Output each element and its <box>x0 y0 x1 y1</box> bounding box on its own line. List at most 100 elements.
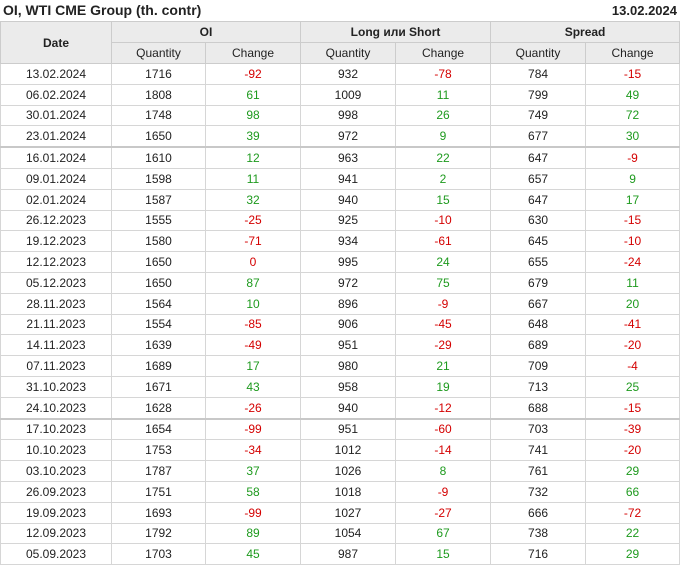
cell-spread-quantity: 655 <box>490 251 587 273</box>
cell-date: 30.01.2024 <box>0 104 112 127</box>
cell-oi-change: 0 <box>204 251 302 273</box>
cell-long-short-quantity: 1009 <box>300 83 397 106</box>
cell-spread-change: 9 <box>585 167 680 190</box>
table-row: 10.10.2023 1753 -34 1012 -14 741 -20 <box>0 439 680 462</box>
cell-spread-quantity: 738 <box>490 522 587 545</box>
cell-long-short-change: -78 <box>395 63 492 85</box>
cell-long-short-change: 8 <box>395 460 492 482</box>
cell-long-short-quantity: 925 <box>300 209 397 232</box>
header-quantity: Quantity <box>111 42 206 64</box>
cell-date: 28.11.2023 <box>0 292 112 315</box>
cell-long-short-quantity: 1026 <box>300 460 397 482</box>
cell-oi-quantity: 1751 <box>111 480 206 503</box>
cell-oi-quantity: 1580 <box>111 230 206 253</box>
cell-oi-quantity: 1598 <box>111 167 206 190</box>
cell-long-short-change: 2 <box>395 167 492 190</box>
cell-spread-change: 66 <box>585 480 680 503</box>
cell-oi-change: -26 <box>204 396 302 420</box>
cell-oi-change: 45 <box>204 543 302 566</box>
header-spread: Spread <box>490 21 680 43</box>
cell-date: 05.12.2023 <box>0 271 112 294</box>
cell-spread-quantity: 657 <box>490 167 587 190</box>
cell-date: 02.01.2024 <box>0 188 112 211</box>
cell-spread-change: 29 <box>585 543 680 566</box>
cell-long-short-quantity: 1027 <box>300 501 397 524</box>
cell-oi-quantity: 1555 <box>111 209 206 232</box>
cell-spread-quantity: 732 <box>490 480 587 503</box>
cell-long-short-quantity: 987 <box>300 543 397 566</box>
cell-long-short-change: 75 <box>395 271 492 294</box>
table-row: 06.02.2024 1808 61 1009 11 799 49 <box>0 83 680 106</box>
table-row: 24.10.2023 1628 -26 940 -12 688 -15 <box>0 396 680 420</box>
cell-oi-quantity: 1716 <box>111 63 206 85</box>
cell-oi-quantity: 1792 <box>111 522 206 545</box>
cell-oi-quantity: 1654 <box>111 417 206 441</box>
cell-date: 12.12.2023 <box>0 251 112 273</box>
table-row: 13.02.2024 1716 -92 932 -78 784 -15 <box>0 63 680 85</box>
cell-spread-change: -15 <box>585 63 680 85</box>
header-change: Change <box>585 42 680 64</box>
table-row: 09.01.2024 1598 11 941 2 657 9 <box>0 167 680 190</box>
cell-oi-change: 10 <box>204 292 302 315</box>
table-row: 21.11.2023 1554 -85 906 -45 648 -41 <box>0 313 680 336</box>
cell-spread-quantity: 716 <box>490 543 587 566</box>
cell-spread-quantity: 645 <box>490 230 587 253</box>
cell-long-short-change: -61 <box>395 230 492 253</box>
cell-oi-quantity: 1587 <box>111 188 206 211</box>
cell-long-short-quantity: 998 <box>300 104 397 127</box>
cell-date: 16.01.2024 <box>0 146 112 169</box>
cell-long-short-change: 24 <box>395 251 492 273</box>
cell-oi-change: 98 <box>204 104 302 127</box>
cell-long-short-quantity: 951 <box>300 334 397 357</box>
cell-oi-change: -71 <box>204 230 302 253</box>
cell-date: 14.11.2023 <box>0 334 112 357</box>
cell-spread-quantity: 749 <box>490 104 587 127</box>
cell-oi-change: 11 <box>204 167 302 190</box>
cell-long-short-change: -45 <box>395 313 492 336</box>
cell-oi-change: 61 <box>204 83 302 106</box>
cell-oi-change: 17 <box>204 355 302 377</box>
cell-long-short-change: 9 <box>395 125 492 148</box>
header-date: Date <box>0 21 112 64</box>
cell-spread-quantity: 761 <box>490 460 587 482</box>
cell-spread-quantity: 741 <box>490 439 587 462</box>
cell-long-short-quantity: 980 <box>300 355 397 377</box>
cell-spread-change: -9 <box>585 146 680 169</box>
cell-spread-change: -20 <box>585 334 680 357</box>
cell-oi-quantity: 1671 <box>111 375 206 398</box>
table-row: 26.12.2023 1555 -25 925 -10 630 -15 <box>0 209 680 232</box>
cell-date: 12.09.2023 <box>0 522 112 545</box>
cell-spread-change: -24 <box>585 251 680 273</box>
cell-spread-quantity: 666 <box>490 501 587 524</box>
cell-spread-change: -72 <box>585 501 680 524</box>
table-row: 19.09.2023 1693 -99 1027 -27 666 -72 <box>0 501 680 524</box>
cell-spread-change: 49 <box>585 83 680 106</box>
cell-oi-change: -92 <box>204 63 302 85</box>
cell-spread-change: -4 <box>585 355 680 377</box>
cell-long-short-quantity: 972 <box>300 271 397 294</box>
table-row: 05.09.2023 1703 45 987 15 716 29 <box>0 543 680 566</box>
cell-spread-change: 22 <box>585 522 680 545</box>
cell-oi-change: -34 <box>204 439 302 462</box>
table-row: 19.12.2023 1580 -71 934 -61 645 -10 <box>0 230 680 253</box>
cell-long-short-quantity: 951 <box>300 417 397 441</box>
table-row: 26.09.2023 1751 58 1018 -9 732 66 <box>0 480 680 503</box>
header-change: Change <box>204 42 302 64</box>
cell-date: 31.10.2023 <box>0 375 112 398</box>
cell-date: 06.02.2024 <box>0 83 112 106</box>
header-change: Change <box>395 42 492 64</box>
cell-oi-change: -85 <box>204 313 302 336</box>
page-title: OI, WTI CME Group (th. contr) <box>3 2 202 18</box>
cell-oi-change: 87 <box>204 271 302 294</box>
cell-oi-quantity: 1787 <box>111 460 206 482</box>
cell-oi-change: -99 <box>204 417 302 441</box>
cell-spread-quantity: 677 <box>490 125 587 148</box>
cell-long-short-quantity: 896 <box>300 292 397 315</box>
cell-long-short-change: 19 <box>395 375 492 398</box>
cell-long-short-change: -29 <box>395 334 492 357</box>
cell-spread-quantity: 688 <box>490 396 587 420</box>
cell-long-short-change: 22 <box>395 146 492 169</box>
cell-long-short-quantity: 906 <box>300 313 397 336</box>
cell-long-short-quantity: 934 <box>300 230 397 253</box>
cell-oi-change: 32 <box>204 188 302 211</box>
